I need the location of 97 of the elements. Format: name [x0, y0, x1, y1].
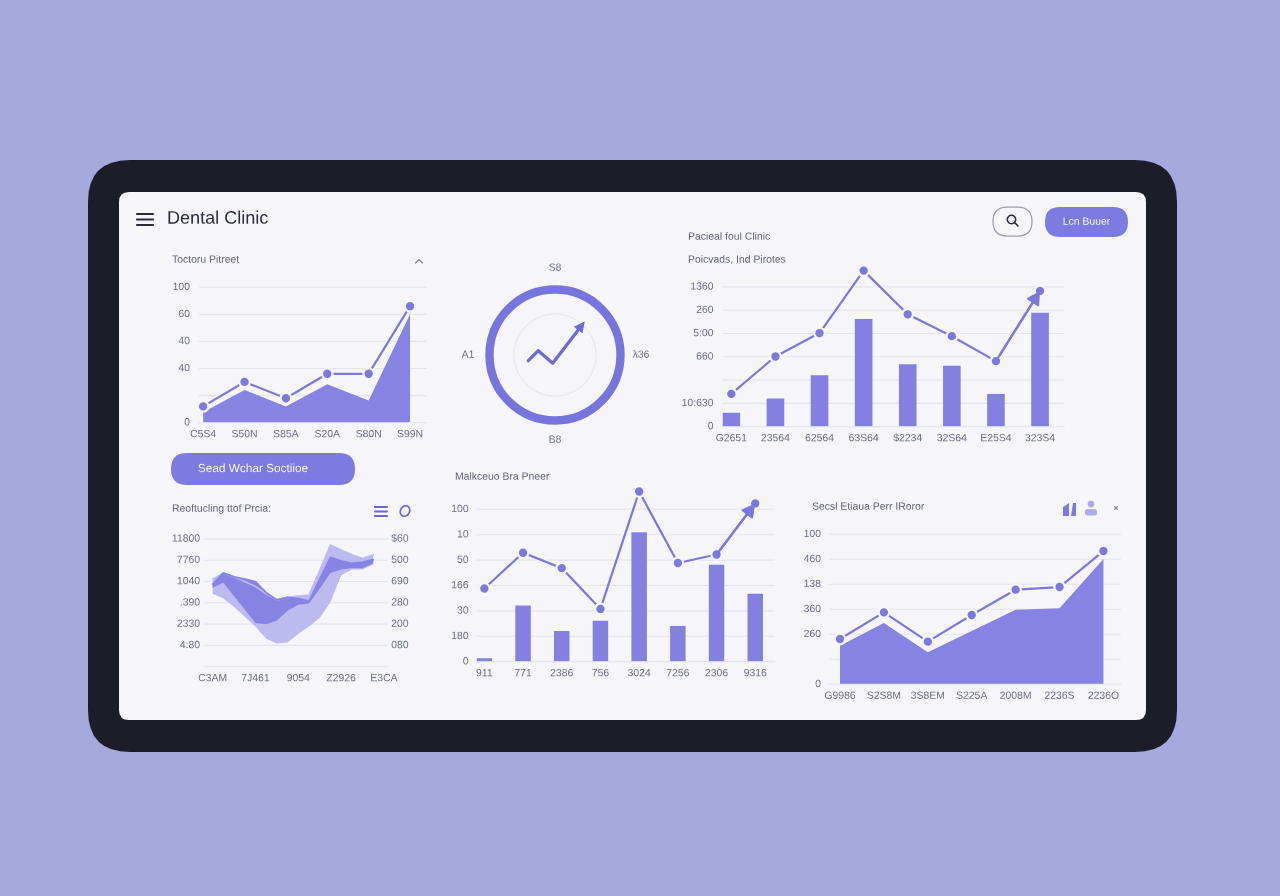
x-tick-label: S99N	[397, 429, 423, 438]
text: A1	[461, 350, 474, 358]
text: 280	[391, 598, 409, 606]
bar	[670, 625, 686, 662]
x-tick-label: S80N	[356, 429, 381, 438]
x-tick-label: 63S64	[849, 433, 879, 442]
text: 200	[391, 619, 409, 627]
x-tick-label: 62564	[805, 433, 834, 442]
x-tick-label: 771	[514, 669, 532, 677]
x-tick-label: S20A	[315, 429, 340, 438]
text: λ36	[632, 350, 649, 358]
text: $60	[391, 533, 409, 543]
x-tick-label: S85A	[273, 429, 299, 438]
chart-title: Malkceuo Bra Pneer	[455, 472, 550, 480]
x-tick-label: G9986	[824, 691, 856, 699]
text: S8	[549, 263, 561, 271]
chart-title: Secsl Etiaua Perr IRoror	[812, 502, 925, 510]
text: Dental Clinic	[168, 210, 268, 224]
x-tick-label: 2386	[550, 668, 573, 677]
text: 100	[452, 504, 469, 513]
text: 500	[391, 555, 409, 564]
text: 0	[815, 679, 821, 688]
text: 40	[178, 363, 190, 372]
x-tick-label: 756	[592, 668, 609, 677]
x-tick-label: 9054	[287, 673, 310, 682]
text: 60	[178, 309, 190, 318]
text: 5:00	[693, 328, 714, 337]
bar	[854, 319, 873, 427]
bar	[708, 564, 725, 662]
text: 4:80	[180, 640, 200, 649]
text: 11800	[172, 534, 200, 542]
x-tick-label: Z2926	[326, 673, 356, 682]
text: B8	[549, 435, 561, 443]
x-tick-label: S225A	[956, 691, 988, 699]
x-tick-label: 2236O	[1088, 691, 1119, 699]
text: 0	[184, 418, 190, 426]
x-tick-label: 3024	[627, 668, 651, 677]
bar	[766, 398, 785, 427]
bar	[943, 365, 961, 427]
text: 0	[463, 657, 469, 665]
chart-title: Reoftucling ttof Prcia:	[172, 504, 271, 514]
text: 690	[391, 576, 409, 585]
x-tick-label: 32S64	[937, 433, 967, 442]
x-tick-label: $2234	[893, 433, 922, 442]
x-tick-label: G2651	[716, 433, 747, 442]
text: 10	[457, 530, 469, 538]
x-tick-label: 7J461	[241, 673, 270, 682]
x-tick-label: C5S4	[190, 429, 216, 438]
bar	[747, 593, 763, 662]
text: Lcn Buuer	[1063, 217, 1111, 225]
text: 40	[178, 336, 190, 345]
x-tick-label: 911	[476, 668, 493, 677]
text: 7760	[177, 555, 200, 564]
x-tick-label: 3S8EM	[911, 691, 945, 699]
chart-title: Pacieal foul Clinic	[688, 232, 770, 240]
x-tick-label: 23564	[761, 433, 790, 442]
x-tick-label: C3AM	[198, 673, 227, 682]
x-tick-label: E25S4	[981, 433, 1012, 442]
text: 460	[803, 554, 821, 563]
x-tick-label: S2S8M	[867, 691, 901, 699]
text: 10:630	[682, 398, 714, 407]
x-tick-label: S50N	[231, 429, 257, 438]
bar	[1031, 312, 1049, 427]
text: .390	[180, 598, 200, 606]
text: 660	[696, 352, 714, 360]
text: 360	[804, 604, 821, 613]
text: 138	[804, 579, 821, 588]
bar	[631, 532, 647, 662]
text: 166	[452, 580, 469, 589]
text: 180	[452, 631, 469, 640]
x-tick-label: 2008M	[1000, 691, 1031, 699]
text: 100	[804, 529, 821, 538]
text: 100	[173, 282, 190, 291]
text: 0	[708, 422, 714, 430]
chart-subtitle: Poicvads, Ind Pirotes	[688, 255, 786, 265]
x-tick-label: 323S4	[1025, 433, 1055, 442]
text: 080	[391, 640, 409, 649]
bar	[515, 605, 531, 662]
text: 260	[804, 629, 821, 638]
x-tick-label: 7256	[666, 668, 689, 677]
text: 30	[457, 606, 469, 614]
x-tick-label: E3CA	[371, 673, 398, 682]
text: Sead Wchar Soctiioe	[198, 463, 308, 473]
chart-title: Toctoru Pitreet	[172, 255, 240, 263]
x-tick-label: 2236S	[1044, 691, 1075, 699]
x-tick-label: 9316	[744, 668, 767, 677]
bar	[898, 364, 917, 427]
bar	[810, 375, 829, 427]
text: 2330	[177, 619, 200, 627]
bar	[592, 620, 609, 662]
text: 1360	[691, 282, 714, 290]
bar	[554, 631, 570, 662]
text: 260	[696, 305, 714, 314]
x-tick-label: 2306	[705, 668, 728, 677]
text: 1040	[177, 576, 200, 585]
bar	[987, 393, 1005, 427]
text: 50	[457, 555, 469, 563]
